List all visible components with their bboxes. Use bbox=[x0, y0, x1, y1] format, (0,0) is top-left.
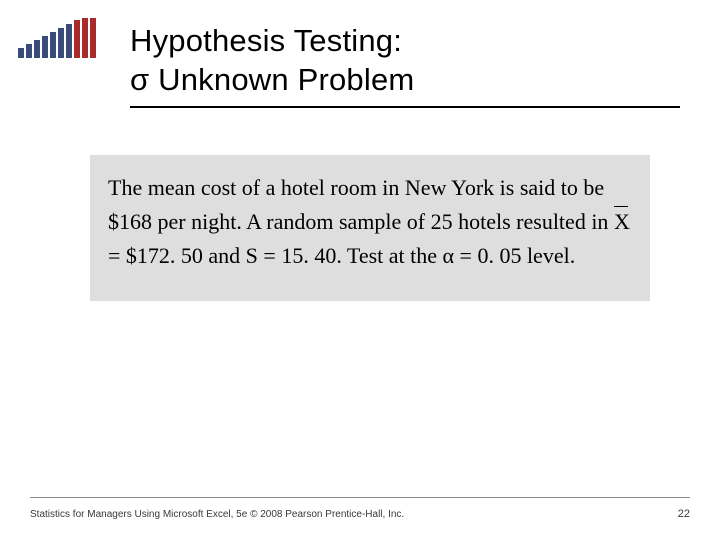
decor-bar bbox=[58, 28, 64, 58]
decor-bar bbox=[26, 44, 32, 58]
text-before-xbar: The mean cost of a hotel room in New Yor… bbox=[108, 175, 614, 234]
problem-body-box: The mean cost of a hotel room in New Yor… bbox=[90, 155, 650, 301]
decor-bar bbox=[42, 36, 48, 58]
slide-container: Hypothesis Testing: σ Unknown Problem Th… bbox=[0, 0, 720, 540]
corner-bar-decor bbox=[18, 18, 96, 58]
decor-bar bbox=[90, 18, 96, 58]
title-underline bbox=[130, 106, 680, 108]
decor-bar bbox=[82, 18, 88, 58]
text-after-xbar: = $172. 50 and S = 15. 40. Test at the α… bbox=[108, 243, 575, 268]
decor-bar bbox=[34, 40, 40, 58]
footer-rule bbox=[30, 497, 690, 498]
decor-bar bbox=[66, 24, 72, 58]
footer-copyright: Statistics for Managers Using Microsoft … bbox=[30, 509, 404, 520]
page-number: 22 bbox=[678, 508, 690, 520]
decor-bar bbox=[74, 20, 80, 58]
decor-bar bbox=[18, 48, 24, 58]
decor-bar bbox=[50, 32, 56, 58]
title-line-2: σ Unknown Problem bbox=[130, 61, 680, 100]
problem-text: The mean cost of a hotel room in New Yor… bbox=[108, 171, 632, 273]
x-bar-symbol: X bbox=[614, 205, 630, 239]
title-line-1: Hypothesis Testing: bbox=[130, 22, 680, 61]
title-block: Hypothesis Testing: σ Unknown Problem bbox=[130, 22, 680, 108]
